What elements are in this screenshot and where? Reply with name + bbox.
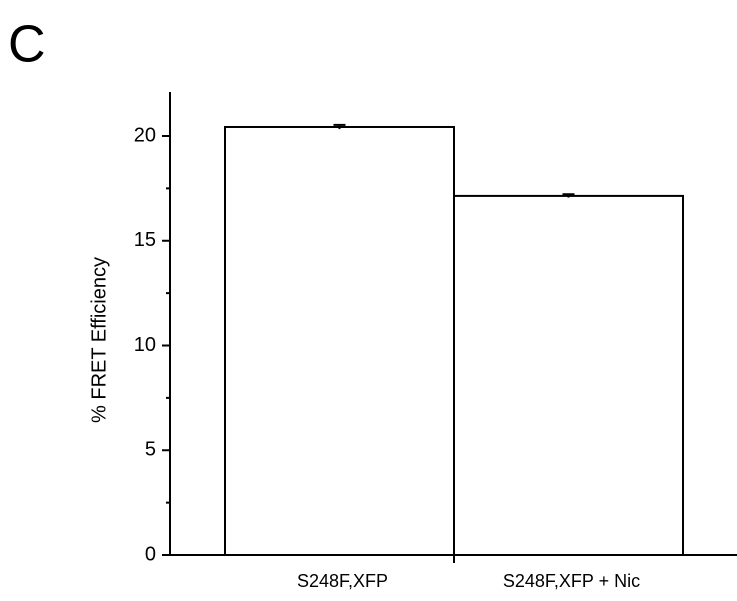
x-tick-label: S248F,XFP — [297, 571, 388, 591]
x-tick-label: S248F,XFP + Nic — [503, 571, 640, 591]
y-tick-label: 5 — [145, 439, 156, 461]
y-tick-label: 10 — [134, 334, 156, 356]
bar — [453, 194, 684, 556]
y-axis-label: % FRET Efficiency — [88, 257, 110, 423]
panel-label: C — [8, 16, 46, 74]
y-tick-label: 0 — [145, 543, 156, 565]
bar — [224, 125, 455, 556]
y-tick-label: 15 — [134, 229, 156, 251]
y-tick-label: 20 — [134, 124, 156, 146]
